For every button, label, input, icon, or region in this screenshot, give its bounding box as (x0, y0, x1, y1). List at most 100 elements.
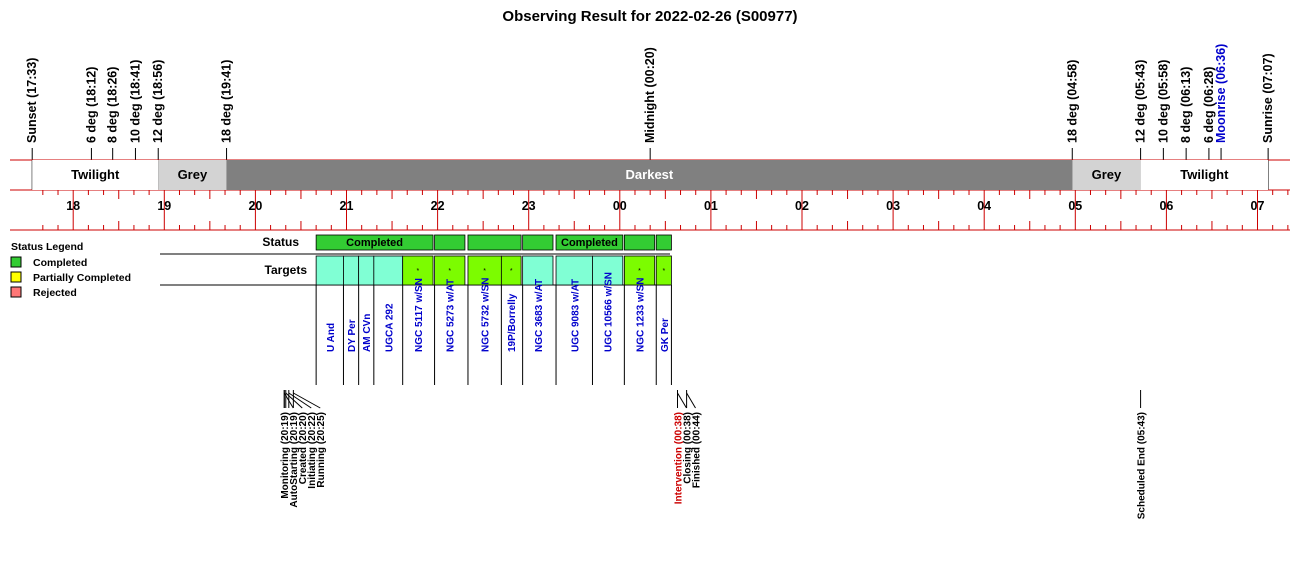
bottom-event-markers: Monitoring (20:19)AutoStarting (20:19)Cr… (280, 390, 1148, 519)
status-block (467, 234, 522, 251)
bottom-event-running-20-25-leader (293, 392, 321, 409)
hour-label-22: 22 (431, 199, 445, 213)
target-gk-per-label: GK Per (660, 318, 671, 352)
hour-label-05: 05 (1068, 199, 1082, 213)
top-event-sunrise-07-07-label: Sunrise (07:07) (1261, 53, 1275, 143)
target-ngc-5732-w-sn-mark: * (483, 268, 486, 275)
legend-title: Status Legend (11, 241, 83, 253)
target-19p-borrelly-mark: * (510, 268, 513, 275)
hour-label-20: 20 (248, 199, 262, 213)
target-dy-per-block (343, 255, 360, 286)
hour-label-01: 01 (704, 199, 718, 213)
band-grey-label: Grey (1092, 167, 1122, 182)
status-block (522, 234, 554, 251)
hour-label-19: 19 (157, 199, 171, 213)
top-event-18-deg-04-58-label: 18 deg (04:58) (1065, 60, 1079, 143)
top-event-8-deg-18-26-label: 8 deg (18:26) (106, 67, 120, 143)
status-block (655, 234, 672, 251)
target-gk-per-mark: * (662, 268, 665, 275)
target-ngc-1233-w-sn-label: NGC 1233 w/SN (636, 278, 647, 352)
legend-swatch-rejected (10, 286, 22, 298)
target-ngc-5273-w-at-block (434, 255, 466, 286)
bottom-event-initiating-20-22-label: Initiating (20:22) (307, 412, 318, 489)
target-am-cvn-label: AM CVn (362, 314, 373, 352)
target-gk-per-block (655, 255, 672, 286)
status-block (623, 234, 656, 251)
bottom-event-closing-00-38-leader (677, 392, 687, 409)
top-event-10-deg-18-41-label: 10 deg (18:41) (128, 60, 142, 143)
bottom-event-autostarting-20-19-leader (283, 392, 294, 409)
bottom-event-created-20-20-leader (285, 392, 303, 409)
bottom-event-monitoring-20-19-label: Monitoring (20:19) (280, 412, 291, 499)
hour-label-07: 07 (1251, 199, 1265, 213)
hour-label-23: 23 (522, 199, 536, 213)
legend-swatch-partially-completed (10, 271, 22, 283)
target-ugc-10566-w-sn-label: UGC 10566 w/SN (604, 272, 615, 352)
target-ngc-3683-w-at-block (522, 255, 554, 286)
target-ugc-10566-w-sn-block (592, 255, 624, 286)
targets-row-label: Targets (265, 263, 308, 277)
target-ugca-292-block (373, 255, 404, 286)
band-twilight-label: Twilight (71, 167, 120, 182)
bottom-event-scheduled-end-05-43-label: Scheduled End (05:43) (1137, 412, 1148, 519)
target-ngc-5273-w-at-mark: * (448, 268, 451, 275)
band-grey-rect (1072, 160, 1141, 190)
top-event-moonrise-06-36-label: Moonrise (06:36) (1214, 44, 1228, 143)
band-grey-rect (158, 160, 227, 190)
status-block (555, 234, 624, 251)
bottom-event-closing-00-38-label: Closing (00:38) (682, 412, 693, 484)
target-ugc-9083-w-at-label: UGC 9083 w/AT (570, 279, 581, 352)
top-event-sunset-17-33-label: Sunset (17:33) (25, 58, 39, 143)
target-blocks: U And DY Per AM CVn UGCA 292 * NGC 5117 w/SN *… (315, 255, 672, 385)
band-twilight-rect (1140, 160, 1269, 190)
hour-label-06: 06 (1159, 199, 1173, 213)
status-legend: Status Legend Completed Partially Complet… (10, 241, 131, 299)
band-darkest-rect (226, 160, 1073, 190)
target-ugca-292-label: UGCA 292 (384, 303, 395, 352)
bottom-event-created-20-20-label: Created (20:20) (298, 412, 309, 484)
bottom-event-intervention-00-38-label: Intervention (00:38) (673, 412, 684, 504)
top-event-6-deg-06-28-label: 6 deg (06:28) (1202, 67, 1216, 143)
target-am-cvn-block (358, 255, 375, 286)
target-dy-per-label: DY Per (347, 319, 358, 352)
hour-label-00: 00 (613, 199, 627, 213)
top-event-midnight-00-20-label: Midnight (00:20) (643, 47, 657, 143)
target-19p-borrelly-block (500, 255, 522, 286)
bottom-event-running-20-25-label: Running (20:25) (316, 412, 327, 488)
target-u-and-label: U And (326, 323, 337, 352)
target-ngc-1233-w-sn-block (623, 255, 656, 286)
bottom-event-finished-00-44-leader (686, 392, 696, 409)
status-block (434, 234, 466, 251)
hour-label-03: 03 (886, 199, 900, 213)
top-event-12-deg-18-56-label: 12 deg (18:56) (151, 60, 165, 143)
target-19p-borrelly-label: 19P/Borrelly (507, 293, 518, 352)
bottom-event-autostarting-20-19-label: AutoStarting (20:19) (289, 412, 300, 508)
hour-label-21: 21 (340, 199, 354, 213)
top-event-12-deg-05-43-label: 12 deg (05:43) (1134, 60, 1148, 143)
target-ngc-5273-w-at-label: NGC 5273 w/AT (446, 279, 457, 352)
hour-label-02: 02 (795, 199, 809, 213)
legend-label-rejected: Rejected (33, 287, 77, 299)
chart-title: Observing Result for 2022-02-26 (S00977) (502, 8, 797, 25)
legend-label-partially-completed: Partially Completed (33, 272, 131, 284)
hour-label-04: 04 (977, 199, 991, 213)
target-ngc-3683-w-at-label: NGC 3683 w/AT (534, 279, 545, 352)
status-blocks: Completed Completed (315, 234, 672, 251)
bottom-event-initiating-20-22-leader (288, 392, 312, 409)
hour-axis: 18 19 20 21 22 23 00 01 02 03 04 05 06 07 (42, 190, 1289, 230)
target-ngc-5732-w-sn-label: NGC 5732 w/SN (481, 278, 492, 352)
band-grey-label: Grey (178, 167, 208, 182)
top-event-10-deg-05-58-label: 10 deg (05:58) (1156, 60, 1170, 143)
legend-label-completed: Completed (33, 257, 87, 269)
target-ngc-1233-w-sn-mark: * (638, 268, 641, 275)
top-event-6-deg-18-12-label: 6 deg (18:12) (84, 67, 98, 143)
target-ngc-5732-w-sn-block (467, 255, 502, 286)
target-ngc-5117-w-sn-label: NGC 5117 w/SN (414, 278, 425, 352)
hour-label-18: 18 (66, 199, 80, 213)
status-row-label: Status (262, 235, 299, 249)
status-block-label: Completed (346, 237, 403, 249)
top-event-18-deg-19-41-label: 18 deg (19:41) (220, 60, 234, 143)
status-block (315, 234, 434, 251)
